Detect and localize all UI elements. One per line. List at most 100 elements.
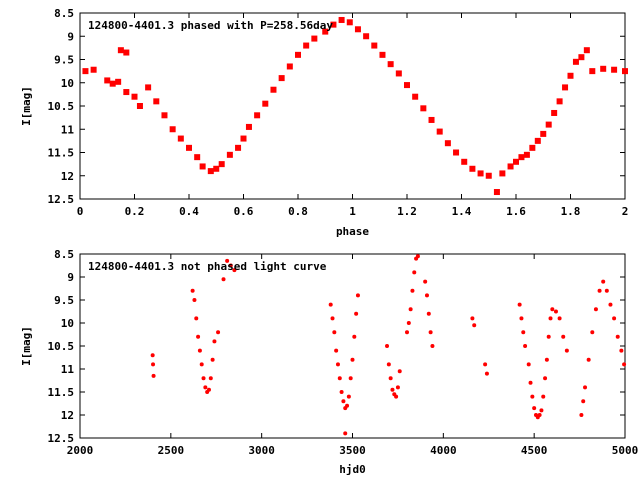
data-point	[190, 288, 195, 293]
data-point	[213, 165, 220, 172]
data-point	[518, 154, 525, 161]
data-point	[597, 288, 602, 293]
data-point	[622, 362, 627, 367]
data-point	[387, 61, 394, 68]
data-point	[539, 408, 544, 413]
x-tick-label: 0.2	[125, 205, 145, 218]
y-tick-label: 9	[67, 271, 74, 284]
data-point	[232, 268, 237, 273]
data-point	[408, 307, 413, 312]
x-tick-label: 2500	[158, 444, 185, 457]
data-point	[601, 279, 606, 284]
x-axis-label: phase	[336, 225, 369, 238]
data-point	[115, 78, 122, 85]
data-point	[397, 369, 402, 374]
data-point	[350, 357, 355, 362]
data-point	[543, 376, 548, 381]
data-point	[410, 288, 415, 293]
data-point	[557, 316, 562, 321]
y-tick-label: 10	[61, 77, 74, 90]
data-point	[534, 137, 541, 144]
data-point	[572, 58, 579, 65]
data-point	[262, 100, 269, 107]
x-tick-label: 5000	[612, 444, 639, 457]
data-point	[192, 298, 197, 302]
data-point	[82, 68, 89, 75]
data-point	[311, 35, 318, 42]
data-point	[600, 65, 607, 72]
data-point	[507, 163, 514, 170]
data-point	[194, 154, 201, 161]
data-point	[528, 380, 533, 385]
data-point	[337, 376, 342, 381]
data-point	[346, 394, 351, 399]
data-point	[530, 394, 535, 399]
plot-frame	[79, 12, 626, 200]
data-point	[461, 158, 468, 165]
data-point	[197, 348, 202, 353]
x-tick-label: 4500	[521, 444, 548, 457]
y-tick-label: 11.5	[48, 386, 75, 399]
data-point	[581, 399, 586, 404]
data-point	[339, 390, 344, 394]
data-point	[567, 72, 574, 79]
data-point	[532, 406, 537, 411]
data-point	[235, 144, 242, 151]
y-tick-label: 11	[61, 123, 75, 136]
data-point	[216, 330, 221, 335]
data-point	[484, 371, 489, 376]
data-point	[328, 302, 333, 307]
y-tick-label: 10	[61, 317, 74, 330]
data-point	[541, 394, 546, 399]
data-point	[90, 66, 97, 73]
data-point	[335, 362, 340, 367]
chart-title: 124800-4401.3 not phased light curve	[88, 260, 327, 273]
data-point	[521, 330, 526, 335]
x-tick-label: 1.4	[452, 205, 472, 218]
x-tick-label: 0.6	[234, 205, 254, 218]
data-point	[341, 399, 346, 404]
data-point	[583, 385, 588, 390]
data-point	[212, 339, 217, 344]
data-point	[270, 86, 277, 93]
data-point	[545, 121, 552, 128]
chart-panel-1: 0 0.2 0.4 0.6 0.8 1 1.2 1.4 1.6 1.8 2 8.5 9 9.5 10 10.5…	[20, 7, 628, 238]
data-point	[612, 316, 617, 321]
data-point	[196, 334, 201, 339]
data-point	[136, 103, 143, 109]
data-point	[153, 98, 160, 105]
data-point	[199, 362, 204, 367]
x-tick-label: 0	[77, 205, 84, 218]
x-tick-label: 2000	[67, 444, 94, 457]
data-point	[334, 348, 339, 353]
data-point	[354, 311, 359, 316]
data-point	[493, 189, 500, 196]
data-point	[540, 130, 547, 137]
data-point	[406, 321, 411, 325]
data-point	[537, 413, 542, 417]
data-point	[240, 135, 247, 142]
y-tick-label: 9.5	[54, 54, 74, 67]
data-point	[523, 151, 530, 158]
data-point	[619, 348, 624, 353]
data-point	[436, 128, 443, 135]
x-tick-label: 1.8	[561, 205, 581, 218]
data-point	[338, 16, 345, 23]
data-point	[564, 348, 569, 353]
data-point	[371, 42, 378, 49]
data-point	[472, 323, 477, 328]
data-point	[529, 144, 536, 151]
chart-panel-2: 2000 2500 3000 3500 4000 4500 5000 8.5 9 9.5 10 10.…	[20, 248, 638, 476]
data-point	[412, 93, 419, 100]
data-point	[131, 93, 138, 100]
data-point	[207, 168, 214, 175]
data-point	[203, 385, 208, 390]
data-point	[206, 387, 211, 392]
y-tick-label: 9.5	[54, 294, 74, 307]
data-point	[278, 75, 285, 82]
data-point	[109, 80, 116, 87]
data-point	[145, 84, 152, 91]
data-point	[469, 165, 476, 172]
data-point	[553, 309, 558, 314]
data-point	[548, 316, 553, 321]
